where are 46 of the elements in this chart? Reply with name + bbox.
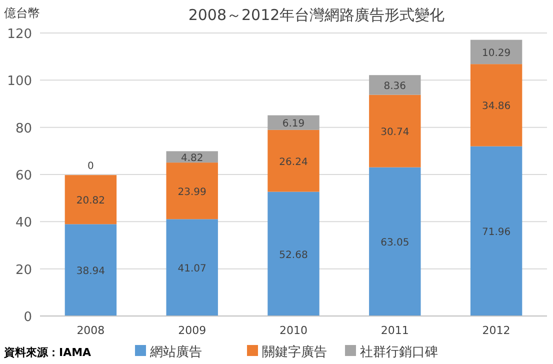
y-tick-label: 0: [24, 310, 32, 325]
data-label: 26.24: [279, 156, 308, 168]
y-tick-label: 100: [7, 74, 32, 90]
data-label: 10.29: [482, 48, 511, 59]
data-label: 63.05: [380, 238, 410, 249]
data-label: 8.36: [384, 80, 406, 92]
legend-label: 網站廣告: [149, 345, 202, 360]
legend-label: 社群行銷口碑: [360, 345, 438, 360]
data-label: 23.99: [178, 186, 206, 198]
source-note: 資料來源：IAMA: [3, 346, 92, 359]
chart-title: 2008～2012年台灣網路廣告形式變化: [188, 6, 445, 24]
y-axis-title: 億台幣: [4, 6, 40, 20]
y-tick-label: 60: [15, 168, 32, 184]
x-tick-label: 2009: [178, 324, 206, 337]
bar: [64, 175, 117, 224]
bar: [268, 115, 320, 130]
x-tick-label: 2012: [482, 324, 510, 337]
bar: [166, 219, 218, 316]
data-label: 71.96: [482, 227, 511, 238]
x-tick-label: 2010: [280, 324, 308, 337]
bar: [369, 167, 421, 316]
x-tick-label: 2011: [380, 324, 409, 337]
bar: [268, 130, 320, 192]
bar: [64, 224, 117, 316]
bar: [470, 40, 522, 64]
bar: [470, 64, 522, 146]
data-label: 20.82: [76, 196, 106, 207]
bar: [268, 192, 320, 316]
bar: [470, 146, 522, 316]
y-tick-label: 120: [7, 27, 32, 42]
bar: [166, 162, 218, 220]
data-label: 4.82: [180, 152, 204, 164]
x-tick-label: 2008: [76, 324, 105, 337]
data-label: 52.68: [279, 250, 308, 261]
data-label: 34.86: [482, 101, 511, 112]
bar: [369, 94, 421, 168]
data-label: 38.94: [76, 266, 106, 278]
legend-label: 關鍵字廣告: [262, 344, 327, 360]
y-tick-label: 80: [15, 121, 32, 136]
data-label: 41.07: [178, 264, 206, 275]
data-label: 6.19: [282, 118, 305, 130]
y-tick-label: 20: [15, 262, 32, 278]
y-tick-label: 40: [15, 216, 32, 231]
data-label: 0: [88, 161, 94, 172]
bar: [369, 75, 421, 95]
data-label: 30.74: [380, 127, 410, 138]
